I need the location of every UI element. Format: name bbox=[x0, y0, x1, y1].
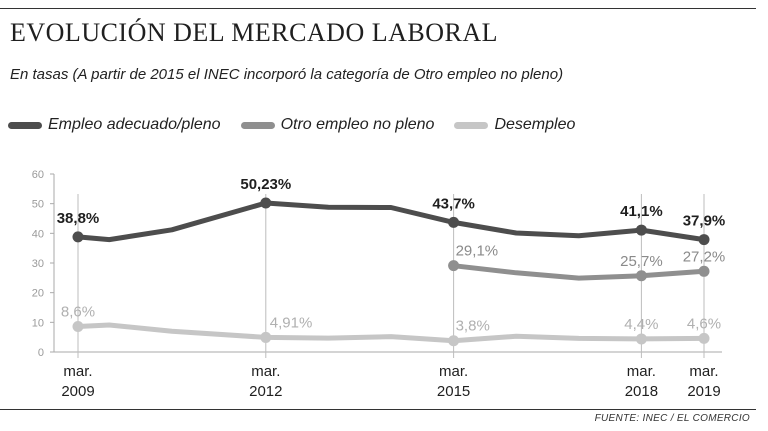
chart-subtitle: En tasas (A partir de 2015 el INEC incor… bbox=[10, 66, 564, 83]
x-tick-label: 2009 bbox=[61, 383, 94, 400]
x-tick-label: mar. bbox=[439, 363, 468, 380]
data-point-desempleo bbox=[635, 333, 647, 345]
data-label-empleo: 41,1% bbox=[620, 203, 663, 220]
data-point-desempleo bbox=[260, 331, 272, 343]
data-point-empleo bbox=[260, 197, 272, 209]
series-line-desempleo bbox=[75, 322, 707, 344]
data-point-desempleo bbox=[72, 320, 84, 332]
y-tick-label: 60 bbox=[32, 169, 44, 181]
chart-title: EVOLUCIÓN DEL MERCADO LABORAL bbox=[10, 18, 499, 47]
x-tick-label: 2012 bbox=[249, 383, 282, 400]
series-line-otro bbox=[451, 263, 707, 281]
legend-item-empleo: Empleo adecuado/pleno bbox=[8, 116, 221, 134]
x-tick-label: mar. bbox=[627, 363, 656, 380]
data-point-otro bbox=[448, 260, 460, 272]
y-tick-label: 10 bbox=[32, 317, 44, 329]
y-tick-label: 20 bbox=[32, 288, 44, 300]
data-label-desempleo: 4,4% bbox=[624, 316, 658, 333]
data-label-empleo: 43,7% bbox=[432, 195, 475, 212]
legend-swatch-otro bbox=[240, 121, 275, 129]
x-tick-label: 2015 bbox=[437, 383, 470, 400]
data-label-desempleo: 4,6% bbox=[687, 315, 721, 332]
data-label-otro: 27,2% bbox=[683, 248, 726, 265]
data-point-desempleo bbox=[698, 332, 710, 344]
data-label-empleo: 37,9% bbox=[683, 213, 726, 230]
line-chart: 0 10 20 30 40 50 60 mar. 2009 mar. 2012 mar. 2015 mar… bbox=[32, 169, 726, 400]
data-point-empleo bbox=[72, 231, 84, 243]
data-point-desempleo bbox=[448, 335, 460, 347]
legend-label-empleo: Empleo adecuado/pleno bbox=[48, 116, 221, 133]
x-tick-label: mar. bbox=[63, 363, 92, 380]
series-line-empleo bbox=[75, 200, 707, 243]
data-label-otro: 29,1% bbox=[456, 243, 499, 260]
data-label-desempleo: 3,8% bbox=[456, 318, 490, 335]
legend-item-otro: Otro empleo no pleno bbox=[240, 116, 435, 134]
legend-swatch-desempleo bbox=[454, 121, 489, 129]
data-label-otro: 25,7% bbox=[620, 253, 663, 270]
legend-label-desempleo: Desempleo bbox=[494, 116, 576, 133]
y-tick-label: 50 bbox=[32, 199, 44, 211]
x-tick-label: mar. bbox=[251, 363, 280, 380]
top-rule bbox=[0, 8, 756, 9]
y-tick-label: 40 bbox=[32, 228, 44, 240]
data-point-otro bbox=[698, 265, 710, 277]
data-label-desempleo: 4,91% bbox=[270, 314, 313, 331]
legend-item-desempleo: Desempleo bbox=[454, 116, 575, 134]
x-tick-label: 2019 bbox=[687, 383, 720, 400]
x-tick-label: 2018 bbox=[625, 383, 658, 400]
data-point-empleo bbox=[698, 234, 710, 246]
source-note: FUENTE: INEC / EL COMERCIO bbox=[594, 413, 750, 424]
y-tick-label: 0 bbox=[38, 347, 44, 359]
data-point-empleo bbox=[448, 216, 460, 228]
data-label-desempleo: 8,6% bbox=[61, 303, 95, 320]
legend-label-otro: Otro empleo no pleno bbox=[280, 116, 435, 133]
y-tick-label: 30 bbox=[32, 258, 44, 270]
x-tick-label: mar. bbox=[689, 363, 718, 380]
data-label-empleo: 50,23% bbox=[240, 176, 291, 193]
legend-swatch-empleo bbox=[8, 121, 42, 129]
bottom-rule bbox=[0, 409, 756, 410]
data-label-empleo: 38,8% bbox=[57, 210, 100, 227]
data-point-empleo bbox=[635, 224, 647, 236]
data-point-otro bbox=[635, 270, 647, 282]
legend: Empleo adecuado/pleno Otro empleo no ple… bbox=[8, 112, 595, 138]
